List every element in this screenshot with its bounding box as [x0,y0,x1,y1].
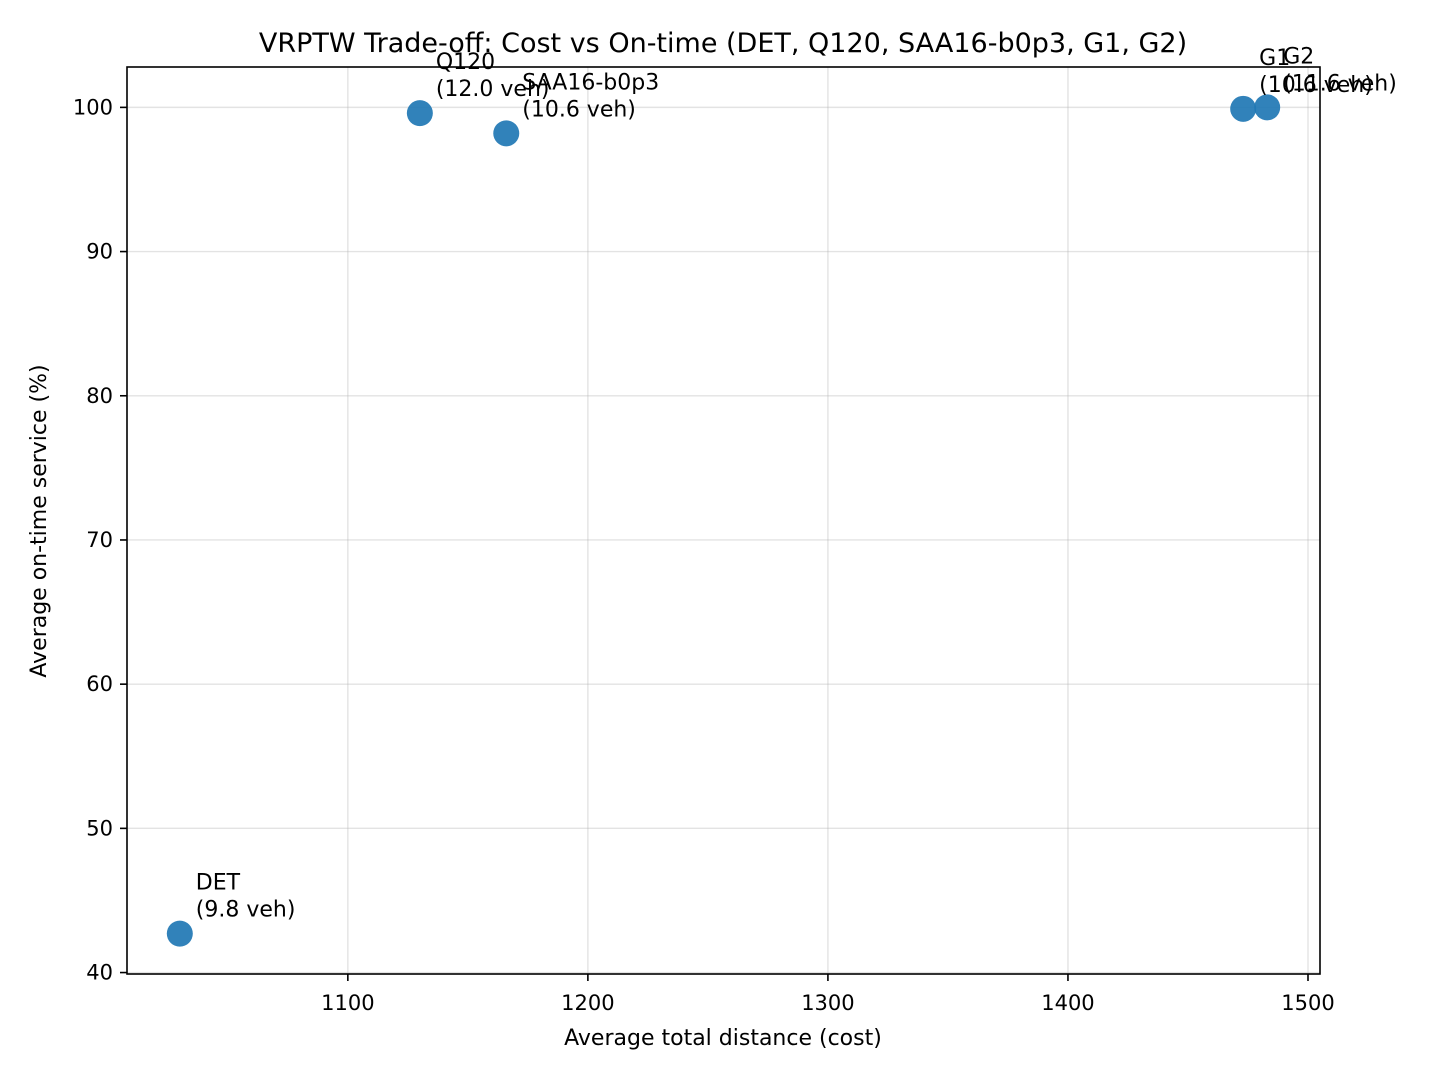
point-label-vehicles: (9.8 veh) [196,898,296,923]
grid [127,67,1320,974]
point-label-vehicles: (11.6 veh) [1283,71,1397,96]
point-labels: DET(9.8 veh)Q120(12.0 veh)SAA16-b0p3(10.… [196,44,1397,922]
point-label-vehicles: (10.6 veh) [522,97,636,122]
scatter-point-g2 [1254,94,1281,121]
y-tick-label: 90 [86,240,113,264]
x-tick-label: 1500 [1281,991,1334,1015]
y-tick-label: 70 [86,528,113,552]
y-tick-label: 100 [73,95,113,119]
scatter-point-det [166,920,193,947]
y-tick-label: 80 [86,384,113,408]
x-tick-label: 1100 [321,991,374,1015]
x-axis-label: Average total distance (cost) [564,1026,882,1051]
scatter-point-g1 [1230,95,1257,122]
y-tick-label: 50 [86,816,113,840]
data-points [166,94,1281,947]
x-tick-label: 1300 [801,991,854,1015]
scatter-point-saa16-b0p3 [493,120,520,147]
y-tick-label: 60 [86,672,113,696]
plot-frame [126,66,1321,975]
y-axis-label: Average on-time service (%) [27,364,52,677]
x-tick-label: 1400 [1041,991,1094,1015]
scatter-point-q120 [406,100,433,127]
x-tick-label: 1200 [561,991,614,1015]
point-label-name: DET [196,871,241,896]
y-axis-ticks: 40 50 60 70 80 90 100 [73,95,127,985]
point-label-vehicles: (12.0 veh) [436,77,550,102]
chart-title: VRPTW Trade-off: Cost vs On-time (DET, Q… [259,28,1187,59]
x-axis-ticks: 1100 1200 1300 1400 1500 [321,974,1335,1015]
point-label-name: SAA16-b0p3 [522,70,659,95]
y-tick-label: 40 [86,961,113,985]
point-label-vehicles: (10.6 veh) [1259,73,1373,98]
point-label-name: Q120 [436,50,495,75]
point-label-name: G2 [1283,44,1314,69]
